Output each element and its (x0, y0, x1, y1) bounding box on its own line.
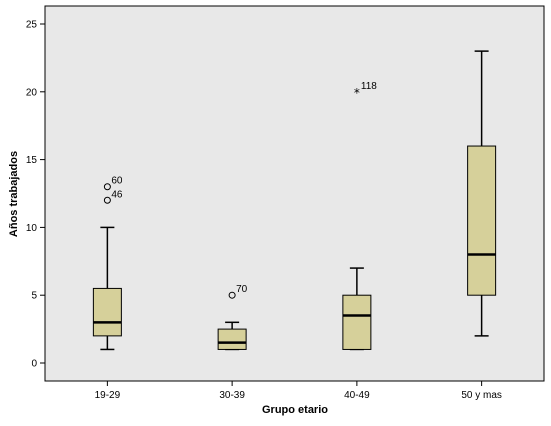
outlier-star: * (354, 86, 360, 100)
y-tick-label: 25 (26, 20, 38, 31)
iqr-box (342, 294, 372, 350)
box-40-49: * 118 (342, 81, 377, 351)
iqr-box (92, 287, 122, 337)
box-30-39: 70 (217, 284, 248, 351)
y-tick-label: 20 (26, 87, 38, 98)
outlier-label: 70 (236, 284, 248, 295)
box-50-y-mas (467, 50, 497, 337)
outlier-label: 118 (361, 81, 377, 92)
y-axis-title: Años trabajados (8, 151, 20, 237)
outlier-circle (228, 291, 236, 299)
y-tick-label: 5 (31, 291, 37, 302)
x-tick-label: 50 y mas (461, 390, 502, 401)
y-tick-label: 0 (31, 359, 37, 370)
x-axis-title: Grupo etario (262, 404, 328, 416)
iqr-box (217, 328, 247, 350)
y-tick-label: 10 (26, 223, 38, 234)
outlier-circle (103, 183, 111, 191)
outlier-circle (103, 196, 111, 204)
outlier-label: 60 (111, 176, 123, 187)
plot-area (44, 5, 545, 382)
x-tick-label: 19-29 (95, 390, 121, 401)
x-tick-label: 30-39 (219, 390, 245, 401)
y-tick-label: 15 (26, 155, 38, 166)
x-axis: 19-29 30-39 40-49 50 y mas (95, 381, 502, 401)
y-axis: 0 5 10 15 20 25 (26, 20, 45, 370)
x-tick-label: 40-49 (344, 390, 370, 401)
outlier-label: 46 (111, 189, 123, 200)
iqr-box (467, 145, 497, 296)
